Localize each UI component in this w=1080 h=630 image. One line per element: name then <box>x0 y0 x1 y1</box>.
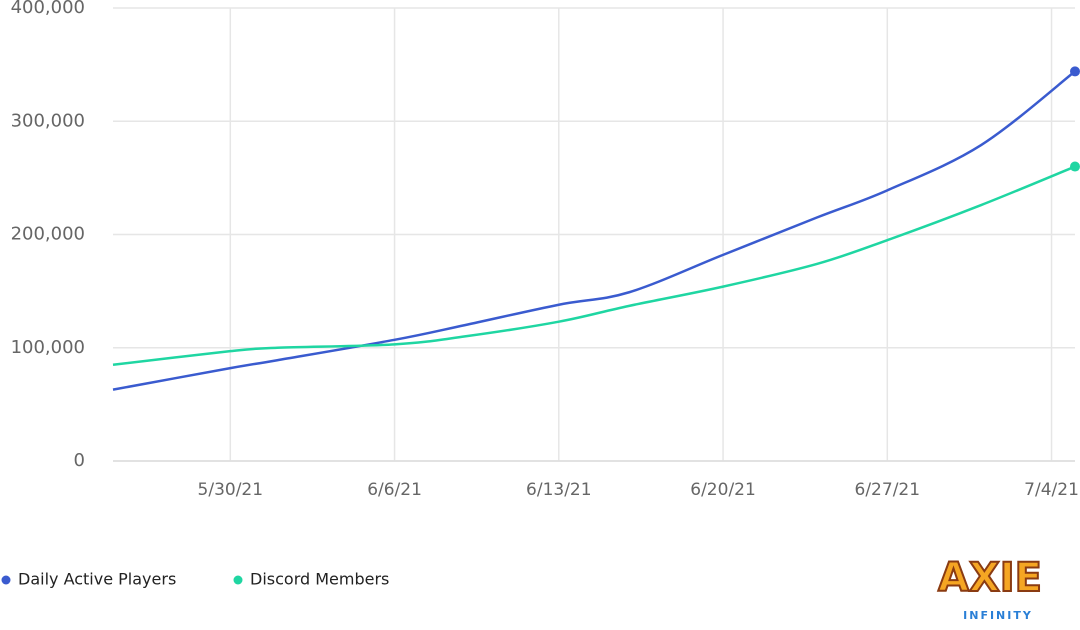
x-tick-label: 6/20/21 <box>690 480 756 500</box>
x-tick-label: 5/30/21 <box>198 480 264 500</box>
y-tick-label: 0 <box>74 450 85 471</box>
legend-marker <box>1 575 11 585</box>
logo-name: AXIE <box>938 555 1042 601</box>
y-tick-label: 300,000 <box>11 110 85 131</box>
x-tick-label: 6/27/21 <box>855 480 921 500</box>
y-tick-label: 200,000 <box>11 224 85 245</box>
logo-tagline: INFINITY <box>963 609 1033 622</box>
line <box>112 70 1076 391</box>
x-tick-label: 6/6/21 <box>367 480 422 500</box>
x-tick-label: 6/13/21 <box>526 480 592 500</box>
legend-label: Discord Members <box>250 570 389 589</box>
end-point <box>1070 161 1080 172</box>
x-tick-label: 7/4/21 <box>1024 480 1079 500</box>
y-tick-label: 400,000 <box>11 0 85 18</box>
y-tick-label: 100,000 <box>11 337 85 358</box>
legend-label: Daily Active Players <box>18 570 176 589</box>
end-point <box>1070 66 1080 77</box>
logo: AXIE INFINITY <box>937 554 1043 622</box>
line <box>112 165 1076 366</box>
legend-marker <box>233 575 243 585</box>
